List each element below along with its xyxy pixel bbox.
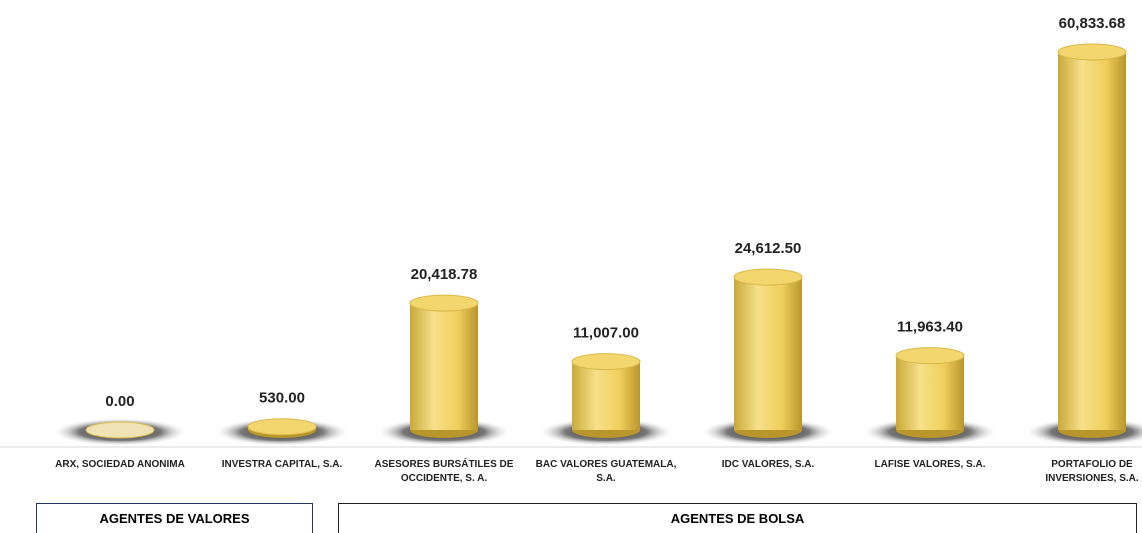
bar bbox=[571, 353, 641, 438]
x-tick-label: ARX, SOCIEDAD ANONIMA bbox=[55, 459, 185, 470]
x-tick-label: BAC VALORES GUATEMALA, S.A. bbox=[535, 459, 677, 484]
x-tick-label: PORTAFOLIO DE INVERSIONES, S.A. bbox=[1045, 459, 1139, 484]
bar bbox=[247, 418, 317, 438]
value-label: 530.00 bbox=[259, 390, 305, 407]
bar bbox=[85, 421, 155, 439]
value-label: 11,007.00 bbox=[573, 325, 639, 342]
x-tick-label: IDC VALORES, S.A. bbox=[721, 459, 815, 470]
value-label: 20,418.78 bbox=[411, 266, 478, 283]
group-label: AGENTES DE BOLSA bbox=[338, 503, 1137, 533]
bar bbox=[1057, 43, 1127, 438]
x-tick-label: INVESTRA CAPITAL, S.A. bbox=[221, 459, 343, 470]
value-label: 0.00 bbox=[105, 393, 134, 410]
group-label: AGENTES DE VALORES bbox=[36, 503, 313, 533]
value-label: 24,612.50 bbox=[735, 240, 802, 257]
bar bbox=[895, 347, 965, 438]
bar bbox=[733, 268, 803, 438]
value-label: 11,963.40 bbox=[897, 319, 963, 336]
bar bbox=[409, 294, 479, 438]
x-tick-label: ASESORES BURSÁTILES DE OCCIDENTE, S. A. bbox=[374, 459, 514, 484]
value-label: 60,833.68 bbox=[1059, 15, 1126, 32]
x-tick-label: LAFISE VALORES, S.A. bbox=[874, 459, 986, 470]
